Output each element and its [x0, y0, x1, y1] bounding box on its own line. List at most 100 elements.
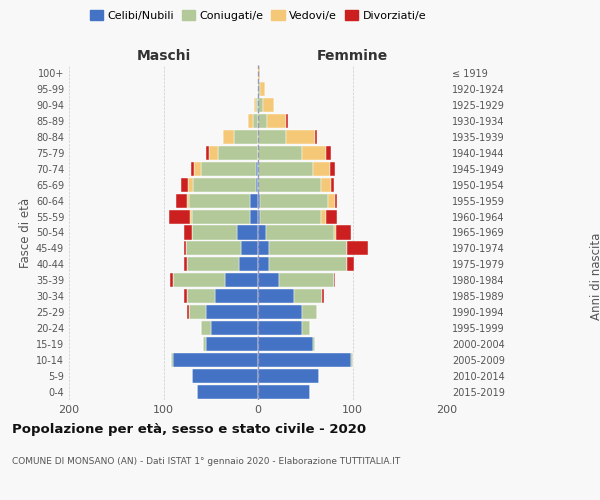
Bar	[260, 210, 322, 224]
Bar	[169, 210, 190, 224]
Bar	[202, 321, 211, 335]
Bar	[322, 210, 326, 224]
Bar	[258, 130, 286, 144]
Bar	[250, 194, 258, 207]
Text: Popolazione per età, sesso e stato civile - 2020: Popolazione per età, sesso e stato civil…	[12, 422, 366, 436]
Bar	[314, 130, 317, 144]
Bar	[258, 114, 268, 128]
Bar	[302, 321, 310, 335]
Bar	[258, 210, 260, 224]
Bar	[330, 162, 335, 175]
Bar	[258, 369, 319, 383]
Bar	[258, 82, 260, 96]
Bar	[248, 114, 253, 128]
Bar	[253, 114, 258, 128]
Bar	[256, 162, 258, 175]
Bar	[225, 274, 258, 287]
Bar	[190, 210, 192, 224]
Bar	[258, 274, 279, 287]
Bar	[258, 194, 260, 207]
Bar	[256, 178, 258, 192]
Bar	[334, 274, 335, 287]
Bar	[189, 305, 206, 320]
Bar	[326, 210, 337, 224]
Bar	[237, 226, 258, 239]
Bar	[331, 178, 334, 192]
Bar	[313, 337, 314, 351]
Bar	[258, 146, 302, 160]
Text: COMUNE DI MONSANO (AN) - Dati ISTAT 1° gennaio 2020 - Elaborazione TUTTITALIA.IT: COMUNE DI MONSANO (AN) - Dati ISTAT 1° g…	[12, 458, 400, 466]
Bar	[223, 130, 235, 144]
Bar	[239, 258, 258, 272]
Bar	[218, 146, 258, 160]
Bar	[250, 210, 258, 224]
Bar	[286, 114, 288, 128]
Bar	[258, 353, 350, 367]
Bar	[202, 162, 256, 175]
Bar	[211, 321, 258, 335]
Bar	[256, 98, 258, 112]
Bar	[266, 226, 334, 239]
Bar	[206, 305, 258, 320]
Bar	[335, 194, 337, 207]
Bar	[337, 226, 350, 239]
Bar	[260, 194, 328, 207]
Bar	[258, 337, 313, 351]
Bar	[191, 162, 194, 175]
Bar	[176, 194, 187, 207]
Bar	[258, 98, 263, 112]
Bar	[328, 194, 335, 207]
Text: Femmine: Femmine	[317, 48, 388, 62]
Bar	[302, 305, 317, 320]
Bar	[347, 258, 355, 272]
Bar	[188, 178, 193, 192]
Bar	[313, 162, 330, 175]
Bar	[187, 258, 239, 272]
Bar	[258, 66, 260, 80]
Bar	[184, 242, 186, 256]
Bar	[192, 226, 237, 239]
Bar	[170, 274, 173, 287]
Bar	[286, 130, 315, 144]
Legend: Celibi/Nubili, Coniugati/e, Vedovi/e, Divorziati/e: Celibi/Nubili, Coniugati/e, Vedovi/e, Di…	[85, 6, 431, 25]
Bar	[258, 162, 313, 175]
Bar	[206, 146, 209, 160]
Bar	[186, 242, 241, 256]
Bar	[347, 242, 368, 256]
Bar	[215, 290, 258, 304]
Bar	[254, 98, 256, 112]
Bar	[181, 178, 188, 192]
Bar	[294, 290, 322, 304]
Bar	[184, 290, 187, 304]
Y-axis label: Fasce di età: Fasce di età	[19, 198, 32, 268]
Bar	[260, 82, 265, 96]
Bar	[268, 114, 286, 128]
Bar	[192, 210, 250, 224]
Bar	[279, 274, 334, 287]
Bar	[258, 305, 302, 320]
Bar	[235, 130, 258, 144]
Bar	[258, 242, 269, 256]
Bar	[322, 178, 331, 192]
Bar	[269, 258, 347, 272]
Bar	[326, 146, 331, 160]
Bar	[206, 337, 258, 351]
Bar	[269, 242, 347, 256]
Bar	[258, 178, 322, 192]
Bar	[171, 353, 173, 367]
Bar	[187, 194, 189, 207]
Text: Maschi: Maschi	[136, 48, 191, 62]
Bar	[258, 321, 302, 335]
Bar	[209, 146, 218, 160]
Text: Anni di nascita: Anni di nascita	[590, 232, 600, 320]
Bar	[322, 290, 324, 304]
Bar	[258, 385, 310, 399]
Bar	[184, 226, 192, 239]
Bar	[184, 258, 187, 272]
Bar	[197, 385, 258, 399]
Bar	[302, 146, 326, 160]
Bar	[187, 290, 215, 304]
Bar	[189, 194, 250, 207]
Bar	[192, 369, 258, 383]
Bar	[263, 98, 274, 112]
